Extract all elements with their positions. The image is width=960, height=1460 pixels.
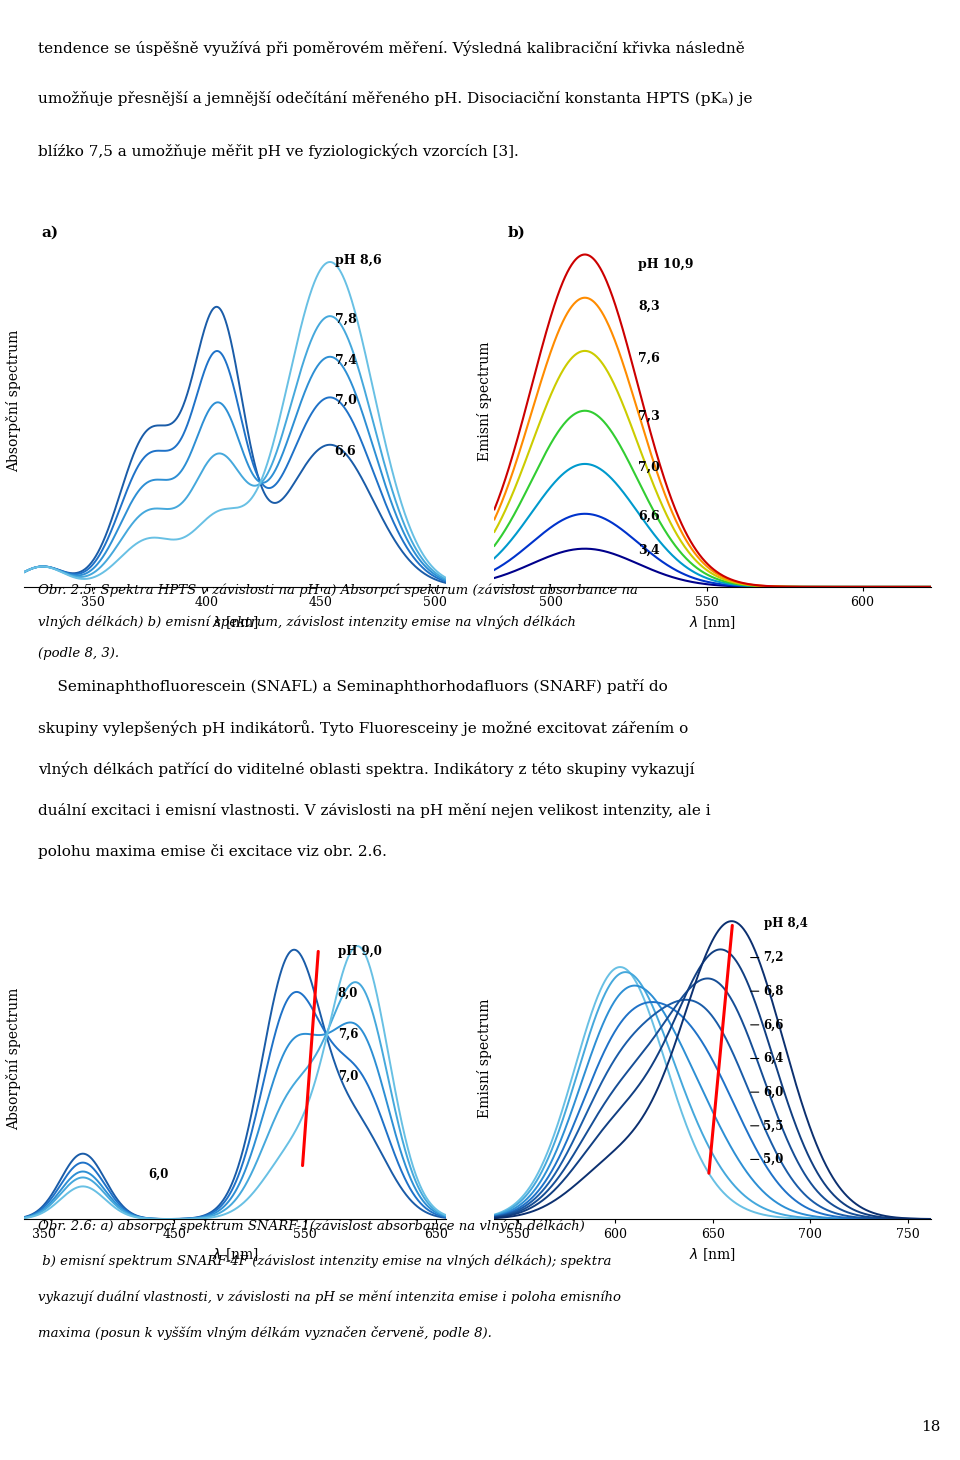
Text: tendence se úspěšně využívá při poměrovém měření. Výsledná kalibraciční křivka n: tendence se úspěšně využívá při poměrové… — [38, 41, 745, 57]
Text: vlných délkách) b) emisní spektrum, závislost intenzity emise na vlných délkách: vlných délkách) b) emisní spektrum, závi… — [38, 615, 576, 629]
Text: 7,8: 7,8 — [334, 312, 356, 326]
Text: 6,0: 6,0 — [148, 1168, 169, 1181]
Text: skupiny vylepšených pH indikátorů. Tyto Fluoresceiny je možné excitovat zářením : skupiny vylepšených pH indikátorů. Tyto … — [38, 720, 688, 736]
Text: 6,0: 6,0 — [763, 1086, 784, 1098]
Text: maxima (posun k vyšším vlným délkám vyznačen červeně, podle 8).: maxima (posun k vyšším vlným délkám vyzn… — [38, 1326, 492, 1340]
X-axis label: $\lambda$ [nm]: $\lambda$ [nm] — [212, 1247, 258, 1263]
Text: 7,0: 7,0 — [338, 1070, 358, 1083]
Text: 5,5: 5,5 — [763, 1120, 784, 1133]
Text: 7,0: 7,0 — [638, 461, 660, 474]
X-axis label: $\lambda$ [nm]: $\lambda$ [nm] — [689, 615, 736, 631]
Text: 7,6: 7,6 — [638, 352, 660, 365]
Text: 3,4: 3,4 — [638, 543, 660, 556]
Text: polohu maxima emise či excitace viz obr. 2.6.: polohu maxima emise či excitace viz obr.… — [38, 844, 387, 858]
Text: b) emisní spektrum SNARF-4F (závislost intenzity emise na vlných délkách); spekt: b) emisní spektrum SNARF-4F (závislost i… — [38, 1256, 612, 1269]
Text: 6,4: 6,4 — [763, 1053, 784, 1064]
Text: 18: 18 — [922, 1421, 941, 1434]
Text: 6,6: 6,6 — [334, 445, 356, 458]
Text: 6,6: 6,6 — [763, 1019, 784, 1031]
Text: 6,8: 6,8 — [763, 984, 784, 997]
Y-axis label: Absorpční spectrum: Absorpční spectrum — [6, 330, 21, 472]
Y-axis label: Emisní spectrum: Emisní spectrum — [476, 999, 492, 1118]
Text: 8,3: 8,3 — [638, 299, 660, 312]
Text: duální excitaci i emisní vlastnosti. V závislosti na pH mění nejen velikost inte: duální excitaci i emisní vlastnosti. V z… — [38, 803, 711, 818]
Text: blíźko 7,5 a umožňuje měřit pH ve fyziologických vzorcích [3].: blíźko 7,5 a umožňuje měřit pH ve fyzio… — [38, 143, 519, 159]
Text: 7,6: 7,6 — [338, 1028, 358, 1041]
Text: (podle 8, 3).: (podle 8, 3). — [38, 647, 120, 660]
Text: pH 8,6: pH 8,6 — [334, 254, 381, 267]
Text: 7,4: 7,4 — [334, 353, 356, 366]
Text: a): a) — [41, 226, 58, 239]
X-axis label: $\lambda$ [nm]: $\lambda$ [nm] — [212, 615, 258, 631]
Text: vlných délkách patřící do viditelné oblasti spektra. Indikátory z této skupiny v: vlných délkách patřící do viditelné obla… — [38, 762, 695, 777]
Text: pH 10,9: pH 10,9 — [638, 258, 693, 272]
Text: pH 9,0: pH 9,0 — [338, 945, 382, 958]
Y-axis label: Absorpční spectrum: Absorpční spectrum — [6, 987, 21, 1130]
Text: 5,0: 5,0 — [763, 1153, 784, 1167]
X-axis label: $\lambda$ [nm]: $\lambda$ [nm] — [689, 1247, 736, 1263]
Text: Obr. 2.5: Spektra HPTS v závislosti na pH a) Absorpcí spektrum (závislost absor: Obr. 2.5: Spektra HPTS v závislosti na p… — [38, 584, 638, 597]
Text: 7,0: 7,0 — [334, 394, 356, 407]
Text: 7,3: 7,3 — [638, 409, 660, 422]
Text: Seminaphthofluorescein (SNAFL) a Seminaphthorhodafluors (SNARF) patří do: Seminaphthofluorescein (SNAFL) a Seminap… — [38, 679, 668, 694]
Text: pH 8,4: pH 8,4 — [763, 917, 807, 930]
Text: umožňuje přesnější a jemnější odečítání měřeného pH. Disociaciční konstanta HPTS: umožňuje přesnější a jemnější odečítání … — [38, 91, 753, 105]
Text: 6,6: 6,6 — [638, 510, 660, 523]
Text: vykazují duální vlastnosti, v závislosti na pH se mění intenzita emise i poloha : vykazují duální vlastnosti, v závislosti… — [38, 1291, 621, 1304]
Text: b): b) — [508, 226, 525, 239]
Text: Obr. 2.6: a) absorpci spektrum SNARF-1(závislost absorbance na vlných délkách): Obr. 2.6: a) absorpci spektrum SNARF-1(z… — [38, 1219, 586, 1232]
Text: 8,0: 8,0 — [338, 987, 358, 1000]
Text: 7,2: 7,2 — [763, 950, 784, 964]
Y-axis label: Emisní spectrum: Emisní spectrum — [476, 342, 492, 460]
